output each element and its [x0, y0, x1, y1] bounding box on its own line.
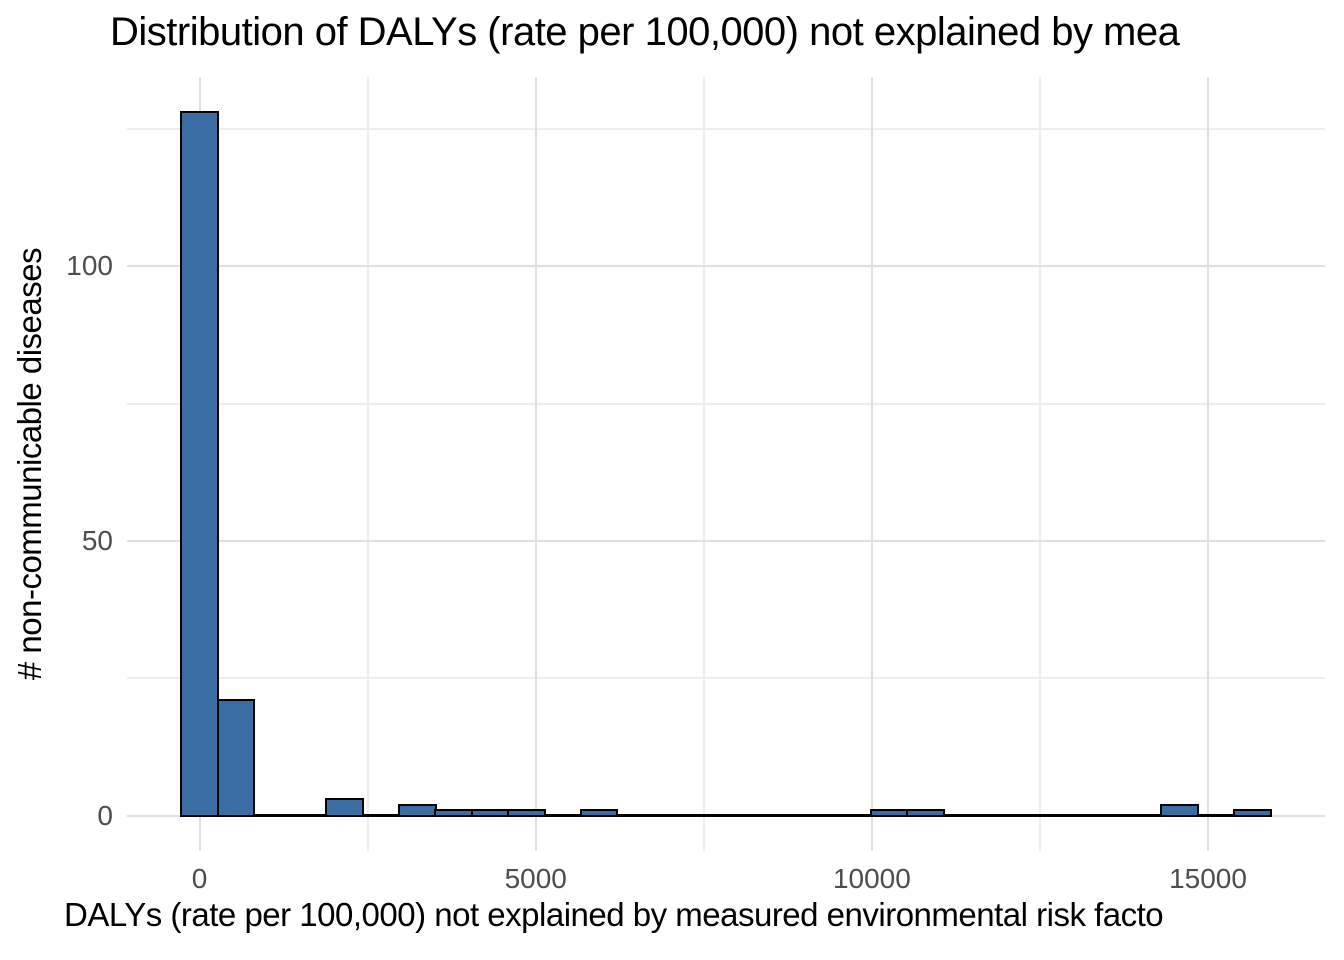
x-major-gridline [1207, 77, 1210, 851]
x-major-gridline [534, 77, 537, 851]
y-tick-label: 0 [97, 799, 113, 831]
histogram-bar [579, 809, 619, 818]
x-major-gridline [870, 77, 873, 851]
x-tick-label: 5000 [504, 863, 567, 894]
histogram-bar [470, 809, 510, 818]
x-minor-gridline [702, 77, 705, 851]
x-tick-label: 0 [191, 863, 208, 894]
histogram-bar [398, 803, 437, 818]
y-axis-title: # non-communicable diseases [11, 247, 48, 681]
chart-title: Distribution of DALYs (rate per 100,000)… [110, 10, 1180, 54]
y-minor-gridline [127, 677, 1325, 680]
histogram-bar [434, 809, 474, 818]
histogram-bar [906, 809, 946, 818]
histogram-bar [1232, 809, 1272, 818]
histogram-bar [180, 110, 219, 818]
histogram-bar [216, 699, 256, 818]
x-minor-gridline [1038, 77, 1041, 851]
histogram-bar [869, 809, 909, 818]
y-tick-label: 100 [66, 250, 113, 282]
x-axis-title: DALYs (rate per 100,000) not explained b… [64, 896, 1164, 933]
y-minor-gridline [127, 127, 1325, 130]
x-tick-label: 10000 [832, 863, 911, 894]
histogram-baseline [180, 814, 1272, 818]
histogram-bar [506, 809, 546, 818]
histogram-bar [1160, 803, 1200, 818]
histogram-bar [325, 798, 365, 818]
plot-panel [127, 77, 1325, 851]
y-tick-label: 50 [81, 524, 113, 556]
x-minor-gridline [366, 77, 369, 851]
y-minor-gridline [127, 402, 1325, 405]
x-tick-label: 15000 [1169, 863, 1247, 894]
y-major-gridline [127, 539, 1325, 542]
y-major-gridline [127, 265, 1325, 268]
